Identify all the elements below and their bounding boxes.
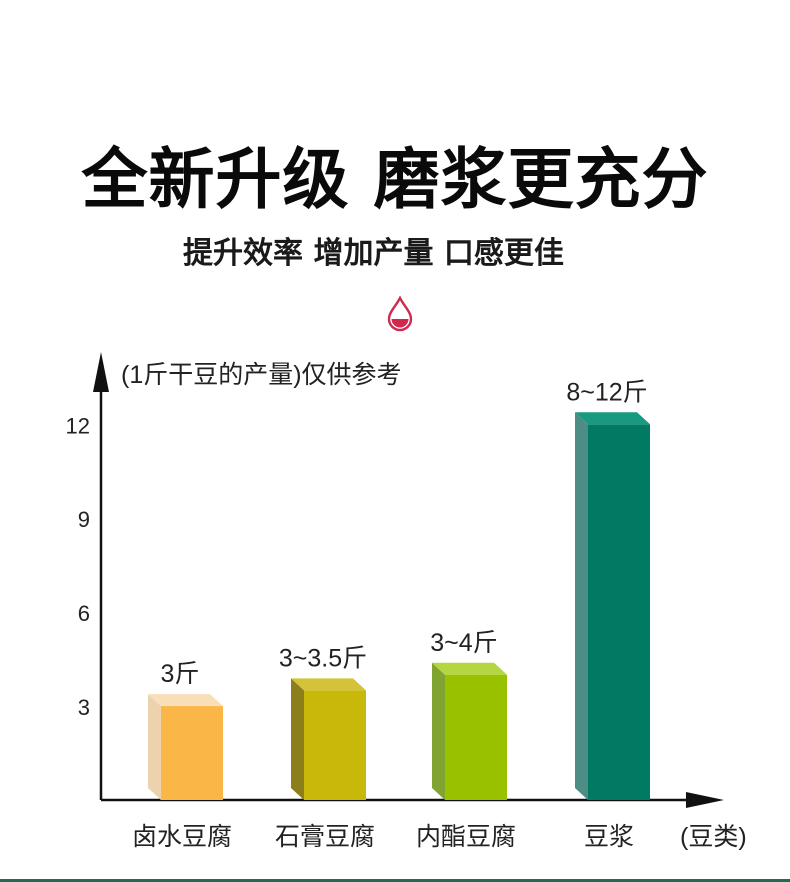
x-axis-label: (豆类) [680, 823, 747, 851]
bar [304, 690, 366, 800]
y-tick-label: 9 [78, 507, 90, 532]
bar-side [432, 662, 445, 800]
bar-side [575, 412, 588, 800]
x-axis-arrow [686, 792, 724, 808]
y-tick-label: 6 [78, 601, 90, 626]
x-category-label: 豆浆 [584, 823, 634, 851]
bar [161, 706, 223, 800]
y-tick-label: 3 [78, 695, 90, 720]
bar-value-label: 3~4斤 [430, 629, 497, 657]
bar [445, 674, 507, 800]
y-tick-label: 12 [66, 413, 90, 438]
chart-title: (1斤干豆的产量)仅供参考 [121, 361, 402, 389]
page-subtitle: 提升效率 增加产量 口感更佳 [183, 236, 564, 271]
bottom-divider [0, 879, 790, 882]
bar-top [575, 412, 650, 425]
bar-top [432, 662, 507, 675]
x-category-label: 内酯豆腐 [416, 823, 516, 851]
blood-drop-icon [387, 296, 413, 332]
y-axis-arrow [93, 352, 109, 392]
bar-side [148, 694, 161, 800]
bar-value-label: 3~3.5斤 [279, 644, 367, 672]
bar-top [291, 678, 366, 691]
bar [588, 424, 650, 800]
x-category-label: 石膏豆腐 [275, 823, 375, 851]
page-title: 全新升级 磨浆更充分 [81, 141, 709, 218]
bar-value-label: 3斤 [161, 660, 200, 688]
bar-side [291, 678, 304, 800]
bar-value-label: 8~12斤 [566, 378, 647, 406]
x-category-label: 卤水豆腐 [132, 823, 232, 851]
bar-top [148, 694, 223, 707]
